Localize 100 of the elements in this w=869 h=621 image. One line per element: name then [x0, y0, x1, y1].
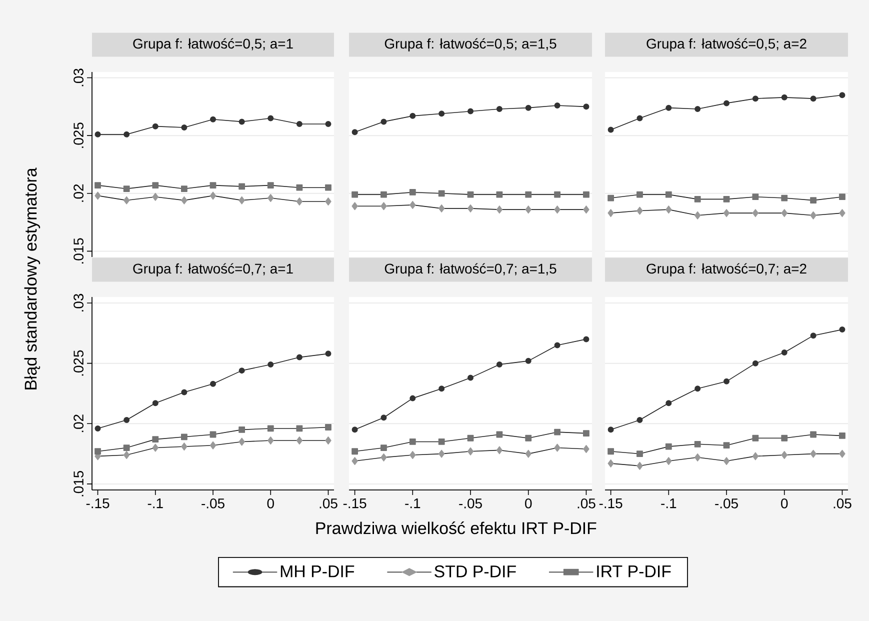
point — [608, 459, 614, 468]
point — [694, 386, 701, 392]
point — [752, 96, 758, 102]
point — [583, 444, 590, 453]
point — [123, 186, 130, 192]
point — [636, 417, 643, 424]
x-tick-label: -.1 — [661, 498, 676, 508]
point — [694, 453, 701, 462]
point — [839, 92, 846, 98]
point — [181, 186, 188, 192]
point — [839, 194, 846, 200]
point — [409, 438, 416, 445]
y-axis-title: Błąd standardowy estymatora — [24, 168, 40, 390]
point — [636, 206, 643, 215]
point — [94, 131, 101, 138]
point — [781, 434, 788, 442]
point — [723, 457, 730, 466]
x-tick-label: -.05 — [715, 498, 738, 508]
x-axis-title: Prawdziwa wielkość efektu IRT P-DIF — [316, 522, 596, 534]
y-tick-label: .025 — [74, 350, 84, 376]
point — [810, 96, 816, 102]
point — [94, 182, 101, 188]
x-tick-label: -.15 — [599, 498, 622, 508]
point — [296, 354, 302, 360]
point — [325, 121, 332, 128]
point — [723, 196, 730, 202]
point — [608, 209, 614, 218]
x-tick-label: -.1 — [405, 498, 420, 508]
chart-title: Grupa f: łatwość=0,7; a=1 — [133, 263, 293, 276]
point — [238, 183, 246, 190]
point — [781, 349, 788, 356]
point — [666, 457, 672, 466]
point — [636, 450, 643, 457]
legend-label: MH P-DIF — [280, 566, 354, 578]
point — [810, 450, 816, 458]
point — [296, 436, 303, 445]
point — [666, 206, 672, 214]
y-tick-label: .015 — [74, 470, 84, 496]
point — [752, 209, 759, 218]
point — [752, 452, 759, 460]
point — [583, 336, 590, 342]
point — [525, 191, 532, 198]
x-tick-label: -.05 — [459, 498, 482, 508]
point — [210, 116, 216, 122]
legend-label: STD P-DIF — [434, 565, 516, 578]
point — [268, 194, 274, 202]
point — [267, 425, 274, 432]
point — [380, 191, 387, 198]
point — [380, 118, 387, 125]
point — [268, 436, 274, 445]
point — [238, 438, 245, 446]
point — [666, 400, 672, 406]
point — [296, 425, 303, 432]
point — [496, 106, 502, 112]
point — [554, 444, 560, 452]
point — [810, 431, 816, 438]
point — [268, 115, 274, 122]
point — [554, 342, 560, 348]
chart-title: Grupa f: łatwość=0,5; a=2 — [646, 38, 806, 52]
point — [810, 197, 816, 204]
point — [124, 417, 130, 424]
point — [181, 124, 188, 130]
point — [238, 196, 245, 204]
point — [409, 189, 416, 196]
point — [608, 448, 614, 455]
point — [380, 444, 387, 451]
point — [694, 440, 701, 448]
point — [694, 106, 701, 112]
point — [839, 209, 846, 218]
point — [839, 450, 846, 458]
point — [94, 425, 101, 432]
point — [94, 448, 101, 455]
point — [525, 206, 532, 214]
point — [123, 444, 130, 451]
x-tick-label: -.1 — [148, 498, 163, 508]
point — [467, 204, 474, 212]
point — [267, 182, 274, 188]
x-tick-label: 0 — [525, 498, 532, 508]
point — [438, 450, 445, 458]
point — [268, 362, 274, 368]
point — [636, 462, 643, 470]
point — [525, 358, 532, 364]
point — [181, 389, 188, 396]
point — [525, 104, 532, 111]
point — [554, 206, 560, 214]
x-tick-label: .05 — [834, 498, 852, 508]
chart-title: Grupa f: łatwość=0,5; a=1 — [133, 38, 293, 52]
point — [723, 209, 730, 218]
point — [724, 378, 730, 384]
point — [210, 441, 216, 450]
point — [724, 100, 730, 106]
point — [608, 126, 614, 133]
point — [325, 436, 332, 445]
point — [468, 374, 474, 381]
point — [152, 400, 158, 406]
point — [352, 202, 358, 210]
point — [325, 184, 332, 191]
point — [525, 450, 532, 458]
point — [410, 200, 416, 209]
point — [438, 204, 445, 212]
